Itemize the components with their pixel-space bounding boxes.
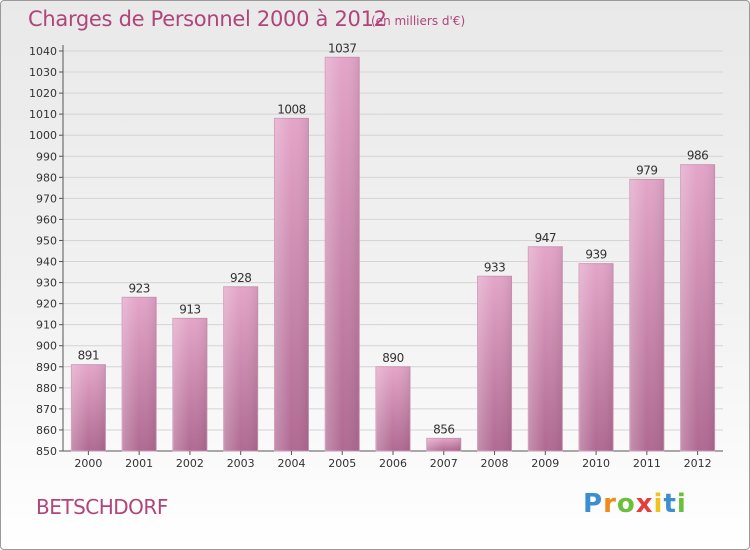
x-tick-label: 2001 <box>125 457 153 470</box>
logo-letter: i <box>653 489 664 519</box>
x-tick-label: 2000 <box>74 457 102 470</box>
y-tick-label: 970 <box>36 192 57 205</box>
data-label: 947 <box>535 231 556 245</box>
y-tick-label: 920 <box>36 298 57 311</box>
bar-shade-2011 <box>629 179 664 451</box>
bar-shade-2012 <box>680 164 715 451</box>
commune-name: BETSCHDORF <box>36 495 168 519</box>
x-tick-label: 2004 <box>277 457 305 470</box>
logo-letter: r <box>603 489 617 519</box>
data-label: 891 <box>78 349 99 363</box>
data-label: 1037 <box>328 41 357 55</box>
y-tick-label: 860 <box>36 424 57 437</box>
y-tick-label: 940 <box>36 256 57 269</box>
bar-shade-2001 <box>122 297 157 451</box>
data-label: 923 <box>128 281 149 295</box>
y-tick-label: 930 <box>36 277 57 290</box>
chart-subtitle: (en milliers d'€) <box>371 14 466 28</box>
data-label: 986 <box>687 149 708 163</box>
y-tick-label: 1040 <box>29 45 57 58</box>
logo-letter: P <box>583 489 604 519</box>
y-tick-label: 1020 <box>29 87 57 100</box>
y-tick-label: 960 <box>36 213 57 226</box>
logo-letter: i <box>676 489 687 519</box>
y-tick-label: 1010 <box>29 108 57 121</box>
bar-shade-2000 <box>71 364 106 451</box>
x-tick-label: 2007 <box>430 457 458 470</box>
x-tick-label: 2012 <box>684 457 712 470</box>
y-tick-label: 880 <box>36 382 57 395</box>
y-tick-label: 850 <box>36 445 57 458</box>
data-label: 890 <box>382 351 403 365</box>
x-tick-label: 2006 <box>379 457 407 470</box>
y-tick-label: 890 <box>36 361 57 374</box>
x-tick-label: 2005 <box>328 457 356 470</box>
logo-letter: x <box>635 489 654 519</box>
y-tick-label: 870 <box>36 403 57 416</box>
bar-shade-2004 <box>274 118 309 452</box>
bar-shade-2002 <box>172 318 207 451</box>
x-tick-label: 2003 <box>227 457 255 470</box>
bar-shade-2005 <box>325 57 360 451</box>
logo-letter: t <box>663 489 677 519</box>
bar-shade-2003 <box>223 286 258 451</box>
bar-shade-2007 <box>426 438 461 451</box>
proxiti-logo[interactable]: Proxiti <box>583 489 687 519</box>
data-label: 1008 <box>277 102 306 116</box>
data-label: 913 <box>179 302 200 316</box>
y-tick-label: 910 <box>36 319 57 332</box>
data-label: 928 <box>230 271 251 285</box>
data-label: 939 <box>585 248 606 262</box>
x-tick-label: 2009 <box>531 457 559 470</box>
x-tick-label: 2008 <box>481 457 509 470</box>
x-tick-label: 2002 <box>176 457 204 470</box>
data-label: 856 <box>433 422 454 436</box>
y-tick-label: 990 <box>36 150 57 163</box>
bar-shade-2006 <box>376 366 410 451</box>
data-label: 933 <box>484 260 505 274</box>
chart-title: Charges de Personnel 2000 à 2012 <box>28 7 387 31</box>
y-tick-label: 980 <box>36 171 57 184</box>
data-label: 979 <box>636 163 657 177</box>
y-tick-label: 1000 <box>29 129 57 142</box>
x-tick-label: 2011 <box>633 457 661 470</box>
y-tick-label: 900 <box>36 340 57 353</box>
y-tick-label: 1030 <box>29 66 57 79</box>
bar-shade-2008 <box>477 276 512 451</box>
bar-shade-2010 <box>579 263 614 451</box>
x-tick-label: 2010 <box>582 457 610 470</box>
bar-shade-2009 <box>528 246 563 451</box>
logo-letter: o <box>616 489 636 519</box>
y-tick-label: 950 <box>36 234 57 247</box>
